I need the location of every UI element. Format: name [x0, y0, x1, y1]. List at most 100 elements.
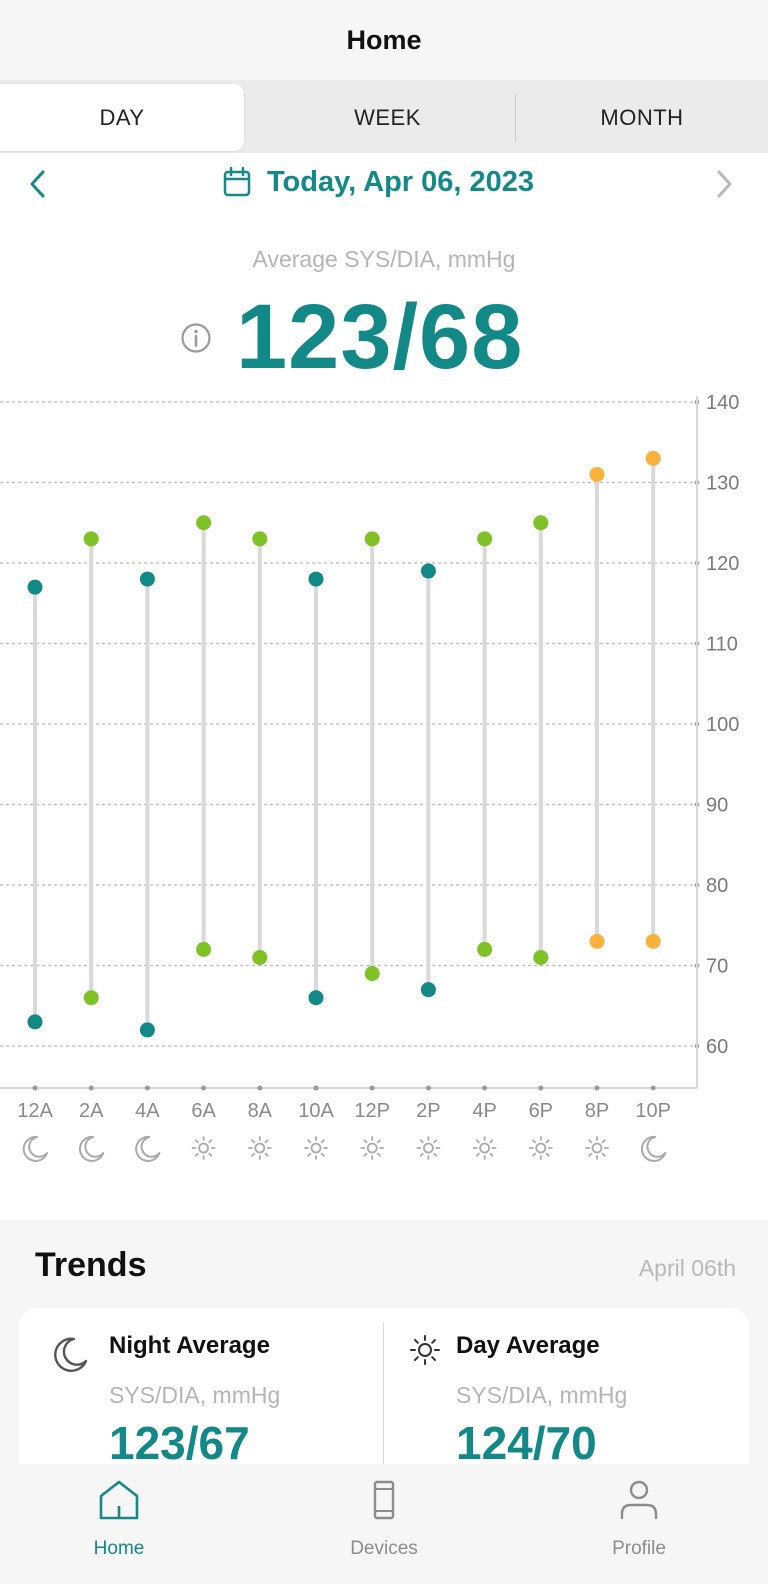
- x-tick-dot: [482, 1085, 488, 1091]
- sun-icon: [247, 1136, 272, 1160]
- diastolic-point-4P: [477, 941, 493, 957]
- y-tick-label: 110: [706, 634, 738, 656]
- nav-home-label: Home: [93, 1538, 145, 1559]
- bottom-nav: Home Devices Profile: [0, 1464, 768, 1584]
- chevron-right-icon[interactable]: [712, 168, 736, 200]
- chevron-left-icon[interactable]: [26, 168, 50, 200]
- info-icon[interactable]: [180, 322, 212, 354]
- calendar-icon: [223, 166, 251, 197]
- sun-icon: [416, 1136, 441, 1160]
- profile-icon: [620, 1480, 658, 1519]
- sun-icon: [304, 1136, 328, 1160]
- systolic-point-2P: [420, 563, 436, 579]
- night-average-unit: SYS/DIA, mmHg: [109, 1382, 281, 1408]
- x-tick-dot: [88, 1085, 94, 1091]
- y-tick-label: 60: [706, 1036, 728, 1058]
- trends-date: April 06th: [638, 1255, 736, 1281]
- trends-title: Trends: [35, 1246, 147, 1284]
- nav-devices-label: Devices: [350, 1538, 418, 1559]
- tab-day[interactable]: DAY: [0, 84, 244, 151]
- systolic-point-4A: [139, 571, 155, 587]
- diastolic-point-12A: [27, 1014, 43, 1030]
- x-tick-label-8P: 8P: [585, 1100, 609, 1122]
- y-tick-label: 70: [706, 956, 728, 978]
- diastolic-point-10P: [645, 933, 661, 949]
- diastolic-point-2P: [420, 982, 436, 998]
- systolic-point-10A: [308, 571, 324, 587]
- card-divider: [383, 1322, 384, 1472]
- x-tick-dot: [594, 1085, 600, 1091]
- systolic-point-12P: [364, 531, 380, 547]
- systolic-point-6A: [196, 515, 212, 531]
- period-icons: [22, 1135, 667, 1162]
- x-tick-dot: [32, 1085, 38, 1091]
- y-tick-label: 90: [706, 795, 728, 817]
- nav-devices[interactable]: Devices: [309, 1464, 459, 1574]
- date-navigator: Today, Apr 06, 2023: [0, 160, 768, 208]
- x-tick-label-10P: 10P: [635, 1100, 671, 1122]
- chart-grid: [0, 401, 697, 1047]
- device-icon: [373, 1480, 395, 1520]
- diastolic-point-10A: [308, 990, 324, 1006]
- tab-divider: [515, 94, 516, 142]
- current-date[interactable]: Today, Apr 06, 2023: [267, 166, 535, 198]
- day-average-unit: SYS/DIA, mmHg: [456, 1382, 628, 1408]
- x-tick-label-2A: 2A: [79, 1100, 104, 1122]
- systolic-point-8A: [252, 531, 268, 547]
- y-tick-label: 80: [706, 875, 728, 897]
- diastolic-point-6A: [196, 941, 212, 957]
- x-tick-label-12P: 12P: [354, 1100, 390, 1122]
- x-tick-dot: [369, 1085, 375, 1091]
- diastolic-point-8A: [252, 949, 268, 965]
- nav-home[interactable]: Home: [44, 1464, 194, 1574]
- sun-icon: [528, 1136, 553, 1160]
- systolic-point-8P: [589, 466, 605, 482]
- app-header: Home: [0, 0, 768, 80]
- chart-ranges: [33, 458, 656, 1030]
- period-tabs: DAY WEEK MONTH: [0, 80, 768, 153]
- chart-points: [27, 450, 661, 1038]
- average-value: 123/68: [236, 286, 524, 388]
- page-title: Home: [346, 25, 422, 55]
- x-tick-dot: [257, 1085, 263, 1091]
- home-icon: [99, 1480, 139, 1520]
- diastolic-point-4A: [139, 1022, 155, 1038]
- x-tick-dot: [201, 1085, 207, 1091]
- moon-icon: [78, 1135, 105, 1162]
- trends-section: Trends April 06th Night Average SYS/DIA,…: [0, 1220, 768, 1508]
- sun-icon: [410, 1335, 440, 1365]
- moon-icon: [135, 1135, 161, 1162]
- systolic-point-6P: [533, 515, 549, 531]
- x-tick-label-6P: 6P: [529, 1100, 553, 1122]
- x-tick-label-4A: 4A: [135, 1100, 160, 1122]
- night-average-title: Night Average: [109, 1332, 270, 1359]
- systolic-point-12A: [27, 579, 43, 595]
- day-average-value: 124/70: [456, 1417, 597, 1469]
- x-tick-label-8A: 8A: [248, 1100, 273, 1122]
- average-label: Average SYS/DIA, mmHg: [252, 246, 516, 272]
- x-tick-dot: [650, 1085, 656, 1091]
- tab-month[interactable]: MONTH: [600, 105, 684, 130]
- day-average-title: Day Average: [456, 1332, 600, 1359]
- sun-icon: [472, 1136, 497, 1160]
- x-tick-dot: [425, 1085, 431, 1091]
- systolic-point-10P: [645, 450, 661, 466]
- sun-icon: [585, 1136, 609, 1160]
- y-tick-label: 130: [706, 473, 739, 495]
- sun-icon: [360, 1136, 385, 1160]
- x-tick-label-10A: 10A: [298, 1100, 334, 1122]
- diastolic-point-12P: [364, 966, 380, 982]
- systolic-point-2A: [83, 531, 99, 547]
- x-tick-dot: [144, 1085, 150, 1091]
- diastolic-point-6P: [533, 949, 549, 965]
- y-tick-label: 140: [706, 392, 739, 414]
- moon-icon: [640, 1135, 667, 1162]
- x-tick-label-2P: 2P: [416, 1100, 440, 1122]
- diastolic-point-2A: [83, 990, 99, 1006]
- nav-profile[interactable]: Profile: [564, 1464, 714, 1574]
- nav-profile-label: Profile: [612, 1538, 666, 1559]
- y-tick-label: 100: [706, 714, 739, 736]
- x-tick-dot: [313, 1085, 319, 1091]
- tab-week[interactable]: WEEK: [354, 105, 421, 130]
